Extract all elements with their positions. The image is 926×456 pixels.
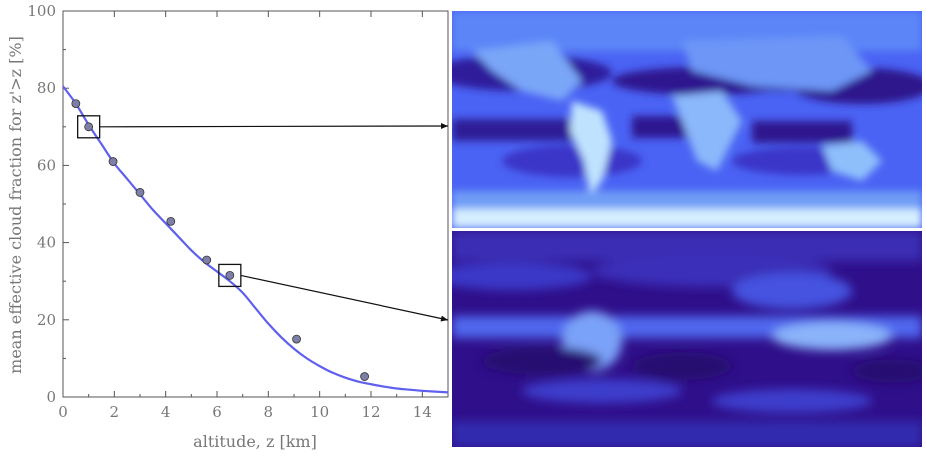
callout-arrowhead bbox=[440, 123, 448, 130]
x-tick-label: 6 bbox=[212, 403, 222, 421]
axis-tick-labels: 0 2 4 6 8 10 12 14 0 20 40 60 80 100 bbox=[27, 2, 432, 421]
data-point bbox=[84, 122, 94, 132]
x-tick-label: 12 bbox=[361, 403, 380, 421]
plot-frame bbox=[62, 10, 449, 398]
x-tick-label: 10 bbox=[310, 403, 329, 421]
data-point bbox=[292, 334, 301, 344]
data-point bbox=[135, 188, 145, 197]
data-points bbox=[71, 99, 369, 381]
fit-line-group bbox=[62, 85, 449, 394]
y-tick-label: 100 bbox=[27, 2, 56, 20]
y-tick-label: 0 bbox=[46, 388, 56, 406]
y-tick-label: 40 bbox=[37, 234, 56, 252]
data-point bbox=[225, 271, 235, 280]
callout-arrow bbox=[99, 125, 449, 128]
callout-arrow bbox=[240, 274, 449, 321]
data-point bbox=[166, 216, 176, 226]
data-point bbox=[202, 255, 212, 265]
y-axis-title: mean effective cloud fraction for z'>z [… bbox=[6, 36, 25, 374]
y-tick-label: 60 bbox=[37, 156, 56, 174]
axis-ticks bbox=[62, 10, 423, 398]
data-point bbox=[108, 157, 118, 166]
callout-boxes bbox=[77, 115, 449, 322]
cloud-fraction-map-high-altitude bbox=[452, 231, 922, 447]
y-tick-label: 80 bbox=[37, 79, 56, 97]
x-axis-title: altitude, z [km] bbox=[193, 432, 317, 451]
x-tick-label: 2 bbox=[110, 403, 120, 421]
x-tick-label: 4 bbox=[161, 403, 171, 421]
fit-line bbox=[62, 85, 449, 394]
x-tick-label: 8 bbox=[264, 403, 274, 421]
x-tick-label: 0 bbox=[58, 403, 68, 421]
callout-arrowhead bbox=[440, 315, 448, 322]
cloud-fraction-map-low-altitude bbox=[452, 11, 922, 228]
plot-border bbox=[62, 10, 449, 398]
y-tick-label: 20 bbox=[37, 311, 56, 329]
data-point bbox=[71, 99, 81, 109]
data-point bbox=[360, 372, 369, 381]
x-tick-label: 14 bbox=[413, 403, 432, 421]
